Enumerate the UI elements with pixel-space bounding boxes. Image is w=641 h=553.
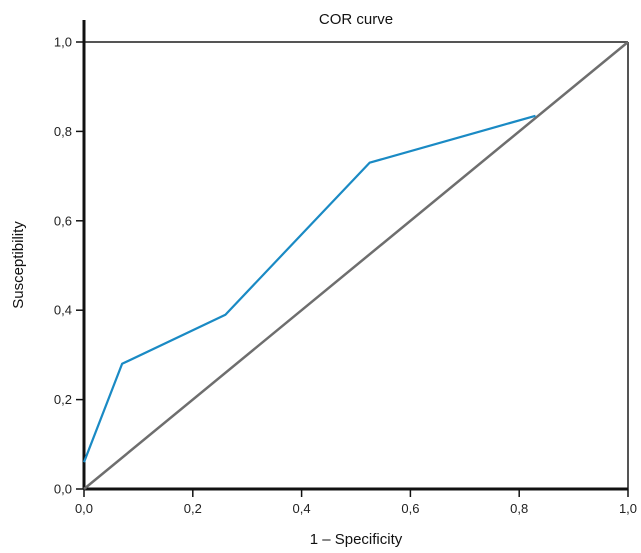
x-ticks: 0,0 0,2 0,4 0,6 0,8 1,0: [75, 489, 637, 516]
x-tick-label: 0,0: [75, 501, 93, 516]
y-tick-label: 1,0: [54, 35, 72, 50]
x-tick-label: 1,0: [619, 501, 637, 516]
y-ticks: 0,0 0,2 0,4 0,6 0,8 1,0: [54, 35, 84, 497]
series-layer: [82, 41, 629, 490]
x-tick-label: 0,8: [510, 501, 528, 516]
y-tick-label: 0,8: [54, 124, 72, 139]
x-axis-title: 1 – Specificity: [310, 531, 403, 548]
x-tick-label: 0,4: [293, 501, 311, 516]
y-tick-label: 0,0: [54, 482, 72, 497]
y-tick-label: 0,2: [54, 392, 72, 407]
chart-title: COR curve: [319, 11, 393, 28]
y-axis-title: Susceptibility: [10, 221, 27, 309]
x-tick-label: 0,2: [184, 501, 202, 516]
roc-curve-line: [82, 114, 536, 463]
y-tick-label: 0,6: [54, 213, 72, 228]
plot-frame: [82, 20, 629, 491]
reference-diagonal-line: [83, 41, 629, 490]
y-tick-label: 0,4: [54, 303, 72, 318]
x-tick-label: 0,6: [401, 501, 419, 516]
